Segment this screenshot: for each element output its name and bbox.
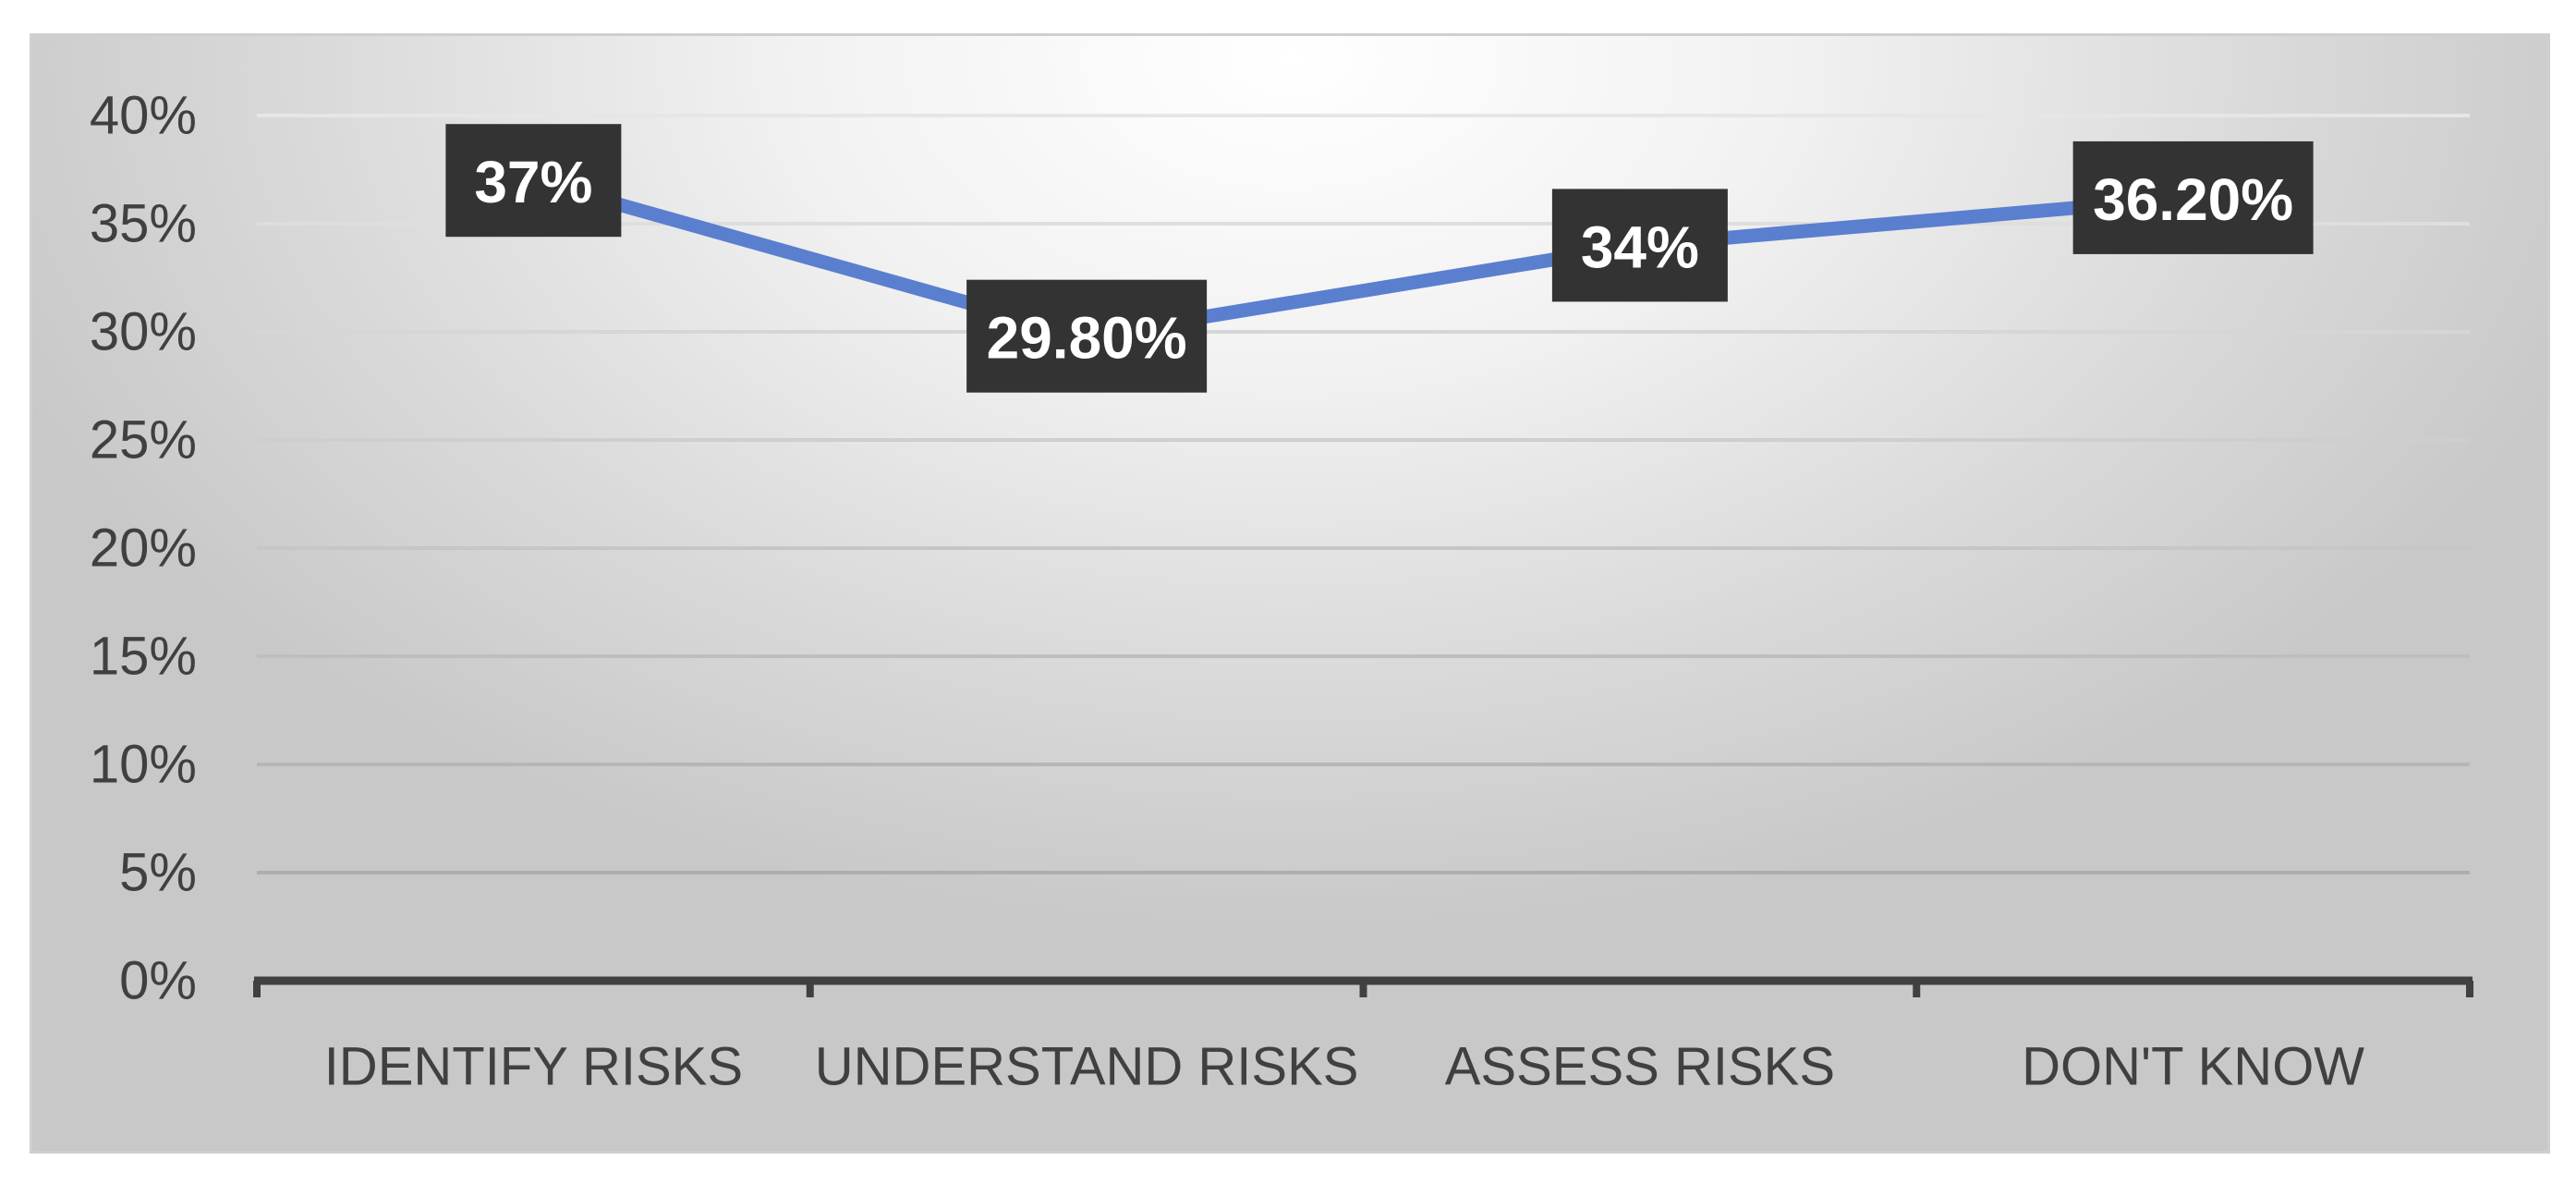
y-tick-label: 10% — [90, 735, 197, 795]
x-tick-label: ASSESS RISKS — [1445, 1037, 1835, 1097]
data-label-text: 37% — [474, 149, 592, 215]
data-label-text: 36.20% — [2093, 166, 2293, 233]
y-axis: 0% 5% 10% 15% 20% 25% 30% 35% 40% — [90, 86, 197, 1011]
data-label: 36.20% — [2072, 140, 2314, 254]
y-tick-label: 0% — [119, 951, 197, 1011]
gridlines — [257, 114, 2470, 874]
y-tick-label: 15% — [90, 627, 197, 687]
y-tick-label: 25% — [90, 410, 197, 470]
data-label-box — [1551, 189, 1728, 302]
y-tick-label: 30% — [90, 302, 197, 362]
series-line — [526, 173, 2201, 344]
data-labels: 37% 29.80% 34% 36.20% — [445, 124, 2314, 393]
series — [526, 173, 2201, 344]
data-label: 37% — [445, 124, 622, 238]
y-tick-label: 35% — [90, 194, 197, 254]
data-label: 34% — [1551, 189, 1728, 302]
y-tick-label: 20% — [90, 519, 197, 579]
data-label-text: 34% — [1581, 214, 1699, 280]
data-label-box — [445, 124, 622, 238]
y-tick-label: 40% — [90, 86, 197, 146]
x-tick-label: UNDERSTAND RISKS — [815, 1037, 1359, 1097]
chart-area: 0% 5% 10% 15% 20% 25% 30% 35% 40% IDENTIFY RISKS… — [30, 33, 2550, 1154]
data-label: 29.80% — [966, 279, 1208, 393]
x-tick-label: DON'T KNOW — [2022, 1037, 2364, 1097]
data-label-box — [2072, 140, 2314, 254]
x-tick-label: IDENTIFY RISKS — [324, 1037, 743, 1097]
line-chart: 0% 5% 10% 15% 20% 25% 30% 35% 40% IDENTIFY RISKS… — [90, 86, 2473, 1097]
data-label-box — [966, 279, 1208, 393]
data-label-text: 29.80% — [987, 305, 1187, 372]
y-tick-label: 5% — [119, 843, 197, 903]
x-axis: IDENTIFY RISKS UNDERSTAND RISKS ASSESS RIS… — [253, 976, 2473, 1097]
